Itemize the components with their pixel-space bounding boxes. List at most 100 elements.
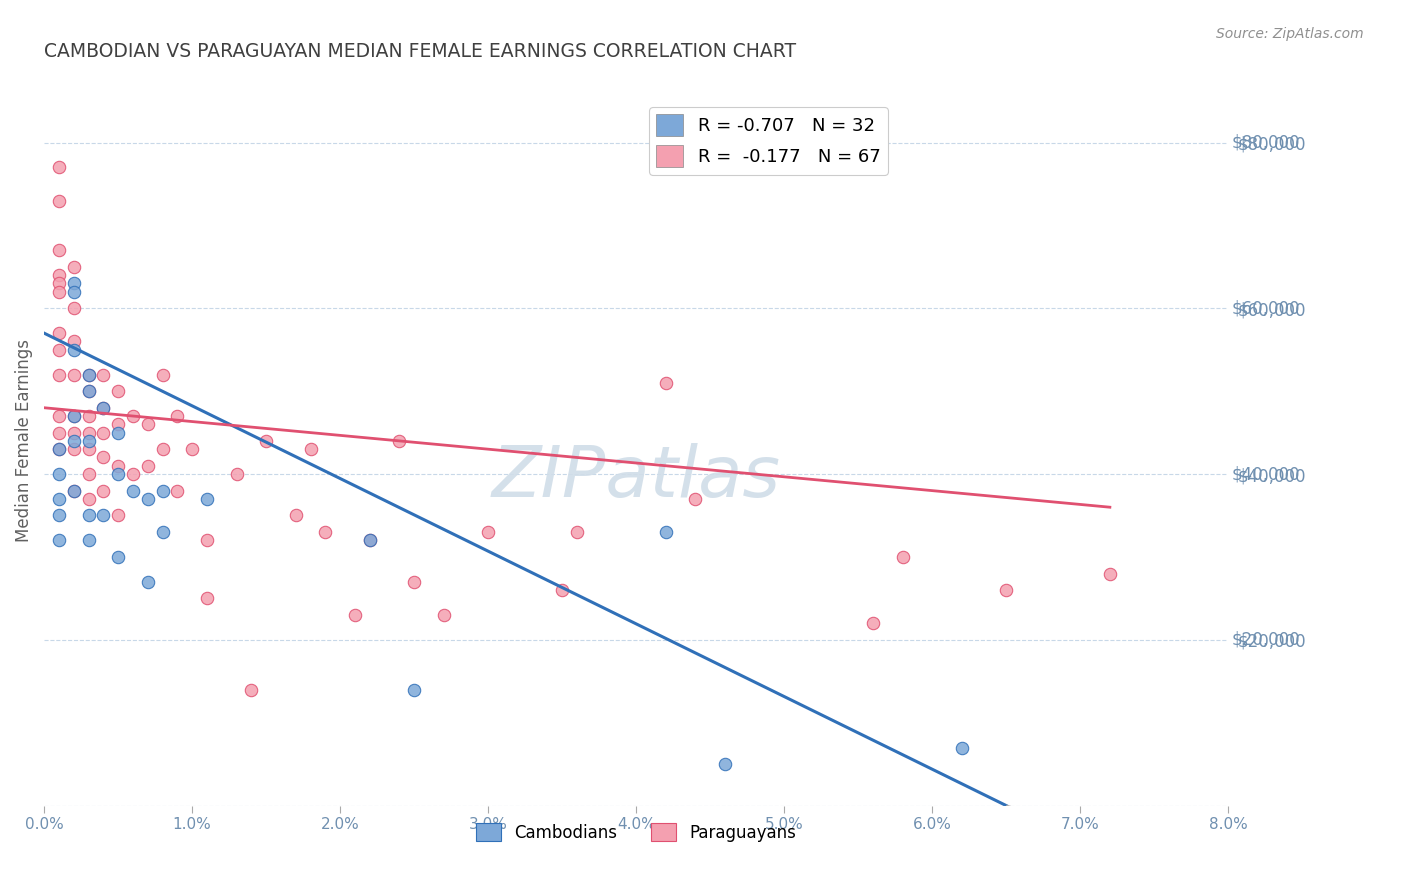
Point <box>62 409 84 423</box>
Point <box>181 442 204 457</box>
Point <box>62 334 84 349</box>
Point <box>62 368 84 382</box>
Point <box>136 491 159 506</box>
Point <box>107 458 129 473</box>
Point <box>62 483 84 498</box>
Point <box>77 467 100 481</box>
Point <box>77 491 100 506</box>
Point <box>122 467 145 481</box>
Point <box>48 442 70 457</box>
Point <box>62 483 84 498</box>
Point <box>77 533 100 548</box>
Point <box>48 467 70 481</box>
Point <box>107 425 129 440</box>
Point <box>995 583 1018 598</box>
Point <box>950 740 973 755</box>
Point <box>136 417 159 432</box>
Point <box>314 524 336 539</box>
Text: $40,000: $40,000 <box>1232 465 1301 483</box>
Point <box>48 277 70 291</box>
Point <box>107 467 129 481</box>
Point <box>359 533 381 548</box>
Point <box>62 409 84 423</box>
Point <box>91 401 114 415</box>
Point <box>62 442 84 457</box>
Point <box>77 368 100 382</box>
Point <box>195 533 218 548</box>
Point <box>91 401 114 415</box>
Point <box>48 268 70 282</box>
Point <box>862 616 884 631</box>
Point <box>388 434 411 448</box>
Point <box>48 368 70 382</box>
Point <box>62 260 84 274</box>
Point <box>107 508 129 523</box>
Point <box>655 376 678 390</box>
Point <box>122 409 145 423</box>
Point <box>254 434 277 448</box>
Point <box>48 409 70 423</box>
Legend: R = -0.707   N = 32, R =  -0.177   N = 67: R = -0.707 N = 32, R = -0.177 N = 67 <box>650 107 887 175</box>
Point <box>166 409 188 423</box>
Point <box>48 161 70 175</box>
Point <box>107 384 129 399</box>
Point <box>62 301 84 316</box>
Text: Source: ZipAtlas.com: Source: ZipAtlas.com <box>1216 27 1364 41</box>
Text: $20,000: $20,000 <box>1232 631 1301 648</box>
Point <box>62 277 84 291</box>
Point <box>152 524 174 539</box>
Point <box>359 533 381 548</box>
Point <box>152 483 174 498</box>
Point <box>48 508 70 523</box>
Text: $60,000: $60,000 <box>1232 300 1301 318</box>
Text: CAMBODIAN VS PARAGUAYAN MEDIAN FEMALE EARNINGS CORRELATION CHART: CAMBODIAN VS PARAGUAYAN MEDIAN FEMALE EA… <box>44 42 796 61</box>
Point <box>48 194 70 208</box>
Point <box>166 483 188 498</box>
Point <box>152 368 174 382</box>
Point <box>91 368 114 382</box>
Point <box>77 384 100 399</box>
Point <box>48 491 70 506</box>
Point <box>107 417 129 432</box>
Text: $80,000: $80,000 <box>1232 134 1301 152</box>
Point <box>62 285 84 299</box>
Point <box>404 682 426 697</box>
Point <box>77 508 100 523</box>
Point <box>77 442 100 457</box>
Point <box>62 434 84 448</box>
Point <box>551 583 574 598</box>
Point <box>91 450 114 465</box>
Point <box>77 384 100 399</box>
Point <box>433 607 456 622</box>
Point <box>1098 566 1121 581</box>
Point <box>136 574 159 589</box>
Point <box>136 458 159 473</box>
Point <box>107 549 129 564</box>
Point <box>48 533 70 548</box>
Point <box>48 343 70 357</box>
Point <box>77 425 100 440</box>
Point <box>91 508 114 523</box>
Point <box>195 591 218 606</box>
Point <box>91 425 114 440</box>
Point <box>225 467 247 481</box>
Point <box>48 442 70 457</box>
Point <box>565 524 588 539</box>
Text: ZIPatlas: ZIPatlas <box>492 442 780 512</box>
Point <box>343 607 366 622</box>
Point <box>299 442 322 457</box>
Point <box>62 425 84 440</box>
Point <box>891 549 914 564</box>
Point <box>48 285 70 299</box>
Point <box>685 491 707 506</box>
Point <box>122 483 145 498</box>
Point <box>77 368 100 382</box>
Point <box>655 524 678 539</box>
Point <box>48 326 70 340</box>
Y-axis label: Median Female Earnings: Median Female Earnings <box>15 339 32 542</box>
Point <box>284 508 307 523</box>
Point <box>404 574 426 589</box>
Point <box>195 491 218 506</box>
Point <box>152 442 174 457</box>
Point <box>240 682 263 697</box>
